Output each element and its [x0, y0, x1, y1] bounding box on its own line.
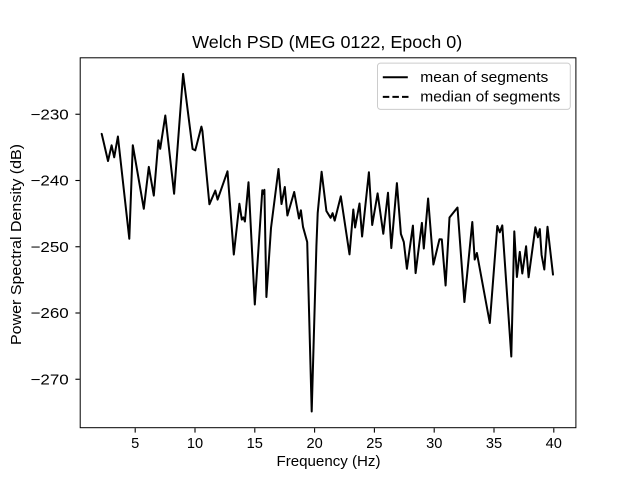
svg-text:40: 40 — [546, 436, 562, 452]
svg-text:−230: −230 — [31, 107, 69, 123]
svg-text:Frequency (Hz): Frequency (Hz) — [277, 454, 381, 470]
svg-text:30: 30 — [426, 436, 442, 452]
svg-text:Power Spectral Density (dB): Power Spectral Density (dB) — [9, 144, 25, 345]
svg-text:−260: −260 — [31, 306, 69, 322]
svg-text:−250: −250 — [31, 240, 69, 256]
svg-text:15: 15 — [247, 436, 263, 452]
svg-text:−240: −240 — [31, 174, 69, 190]
svg-text:median of segments: median of segments — [420, 90, 560, 106]
svg-text:10: 10 — [187, 436, 203, 452]
svg-text:25: 25 — [366, 436, 382, 452]
svg-text:−270: −270 — [31, 372, 69, 388]
svg-text:20: 20 — [306, 436, 322, 452]
svg-text:Welch PSD (MEG 0122, Epoch 0): Welch PSD (MEG 0122, Epoch 0) — [192, 32, 462, 52]
svg-text:35: 35 — [486, 436, 502, 452]
svg-text:mean of segments: mean of segments — [420, 70, 548, 86]
svg-text:5: 5 — [131, 436, 139, 452]
